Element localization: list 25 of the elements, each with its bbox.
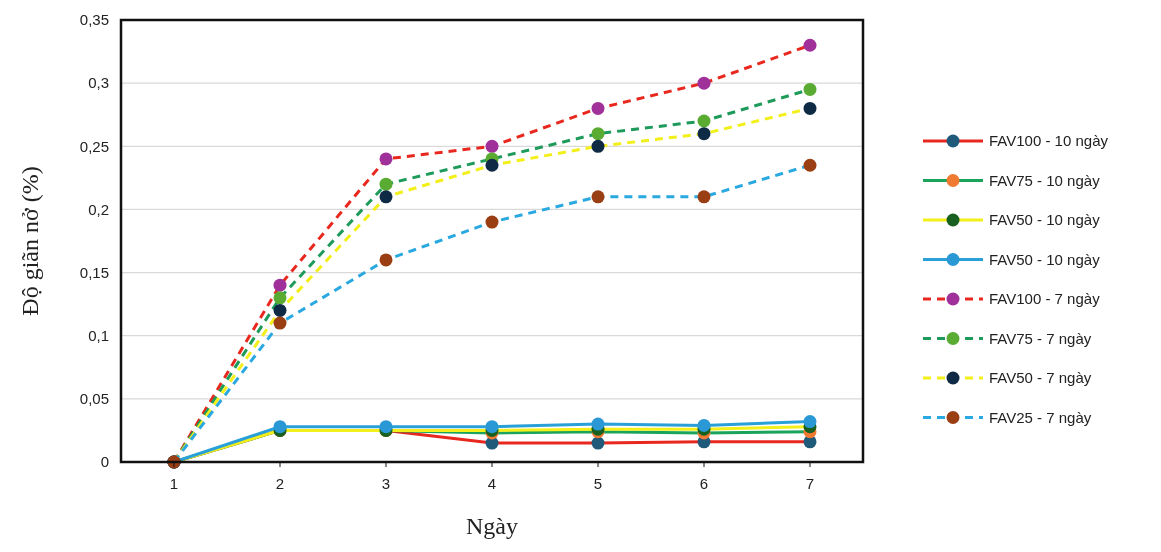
x-tick-label: 4 bbox=[487, 475, 497, 492]
x-tick-label: 2 bbox=[275, 475, 285, 492]
x-tick-label: 3 bbox=[381, 475, 391, 492]
x-tick-label: 1 bbox=[169, 475, 179, 492]
x-tick-label: 5 bbox=[593, 475, 603, 492]
y-tick-label: 0,05 bbox=[79, 390, 109, 408]
y-tick-label: 0,15 bbox=[79, 263, 109, 281]
legend-label: FAV25 - 7 ngày bbox=[989, 408, 1092, 426]
y-axis-title: Độ giãn nở (%) bbox=[17, 166, 43, 316]
y-tick-label: 0 bbox=[100, 453, 109, 471]
legend-label: FAV50 - 10 ngày bbox=[989, 250, 1101, 268]
y-tick-label: 0,2 bbox=[88, 200, 109, 218]
y-tick-label: 0,35 bbox=[79, 11, 109, 29]
y-tick-label: 0,1 bbox=[88, 326, 109, 344]
legend-label: FAV50 - 10 ngày bbox=[989, 211, 1101, 229]
legend-label: FAV75 - 10 ngày bbox=[989, 171, 1101, 189]
legend-label: FAV50 - 7 ngày bbox=[989, 369, 1092, 387]
legend-label: FAV100 - 10 ngày bbox=[989, 132, 1109, 150]
x-tick-label: 6 bbox=[699, 475, 709, 492]
legend-label: FAV75 - 7 ngày bbox=[989, 329, 1092, 347]
y-tick-label: 0,3 bbox=[88, 74, 109, 92]
x-axis-title: Ngày bbox=[466, 513, 518, 539]
x-tick-label: 7 bbox=[805, 475, 815, 492]
legend-label: FAV100 - 7 ngày bbox=[989, 290, 1101, 308]
y-tick-label: 0,25 bbox=[79, 137, 109, 155]
